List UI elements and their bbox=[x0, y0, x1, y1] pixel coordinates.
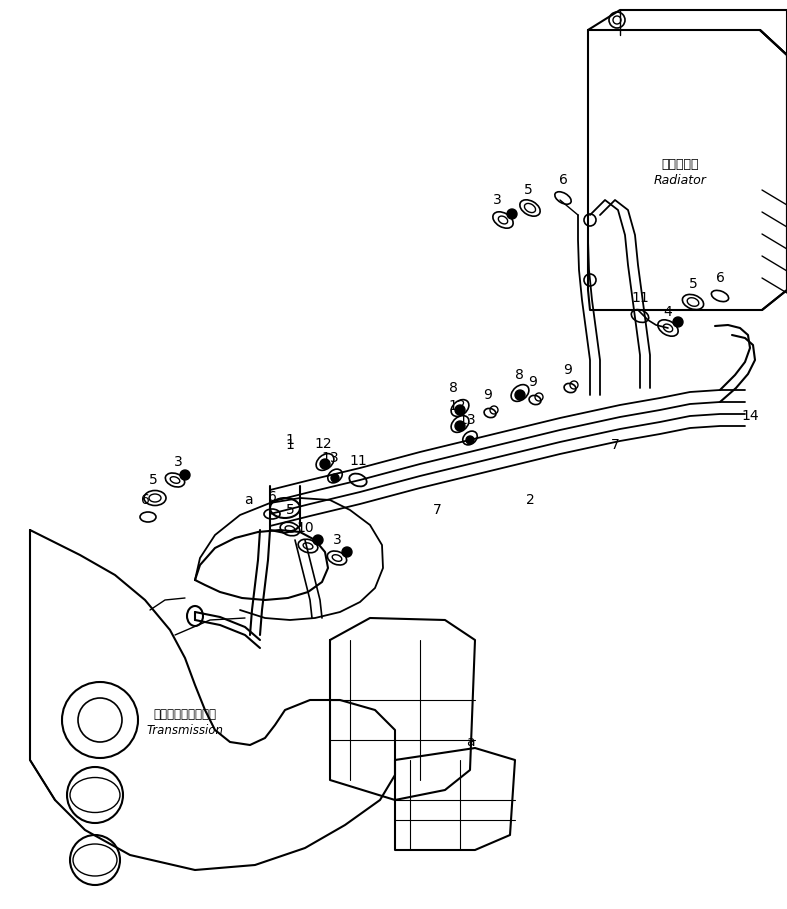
Text: 9: 9 bbox=[529, 375, 538, 389]
Text: 1: 1 bbox=[286, 438, 294, 452]
Text: ラジエータ: ラジエータ bbox=[661, 158, 699, 172]
Text: 7: 7 bbox=[611, 438, 619, 452]
Text: 9: 9 bbox=[563, 363, 572, 377]
Circle shape bbox=[515, 390, 525, 400]
Text: 13: 13 bbox=[321, 451, 339, 465]
Text: 11: 11 bbox=[631, 291, 648, 305]
Text: 5: 5 bbox=[149, 473, 157, 487]
Text: 8: 8 bbox=[449, 381, 457, 395]
Text: 11: 11 bbox=[349, 454, 367, 468]
Text: 10: 10 bbox=[296, 521, 314, 535]
Text: 3: 3 bbox=[174, 455, 183, 469]
Text: トランスミッション: トランスミッション bbox=[153, 708, 216, 722]
Circle shape bbox=[342, 547, 352, 557]
Text: 7: 7 bbox=[433, 503, 442, 517]
Text: 2: 2 bbox=[526, 493, 534, 507]
Circle shape bbox=[331, 474, 339, 482]
Text: a: a bbox=[466, 735, 475, 749]
Text: 5: 5 bbox=[286, 503, 294, 517]
Circle shape bbox=[466, 436, 474, 444]
Text: 5: 5 bbox=[523, 183, 532, 197]
Text: 12: 12 bbox=[448, 399, 466, 413]
Circle shape bbox=[507, 209, 517, 219]
Circle shape bbox=[313, 535, 323, 545]
Circle shape bbox=[320, 459, 330, 469]
Text: 6: 6 bbox=[715, 271, 725, 285]
Text: 13: 13 bbox=[458, 413, 476, 427]
Text: Transmission: Transmission bbox=[146, 724, 224, 736]
Text: 6: 6 bbox=[141, 493, 150, 507]
Circle shape bbox=[180, 470, 190, 480]
Circle shape bbox=[455, 421, 465, 431]
Text: 3: 3 bbox=[493, 193, 501, 207]
Text: 8: 8 bbox=[515, 368, 523, 382]
Text: 4: 4 bbox=[663, 305, 672, 319]
Text: 1: 1 bbox=[286, 433, 294, 447]
Text: 9: 9 bbox=[483, 388, 493, 402]
Circle shape bbox=[673, 317, 683, 327]
Text: 14: 14 bbox=[741, 409, 759, 423]
Circle shape bbox=[455, 405, 465, 415]
Text: a: a bbox=[244, 493, 253, 507]
Text: 12: 12 bbox=[314, 437, 332, 451]
Text: 6: 6 bbox=[559, 173, 567, 187]
Text: Radiator: Radiator bbox=[653, 174, 707, 186]
Text: 6: 6 bbox=[268, 490, 276, 504]
Text: 3: 3 bbox=[333, 533, 342, 547]
Text: 5: 5 bbox=[689, 277, 697, 291]
